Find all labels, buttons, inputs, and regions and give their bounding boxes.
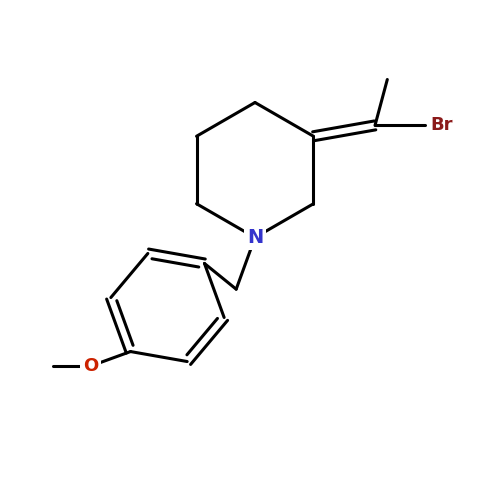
Text: Br: Br [430,116,452,134]
Text: N: N [247,228,263,247]
Text: O: O [83,357,98,375]
